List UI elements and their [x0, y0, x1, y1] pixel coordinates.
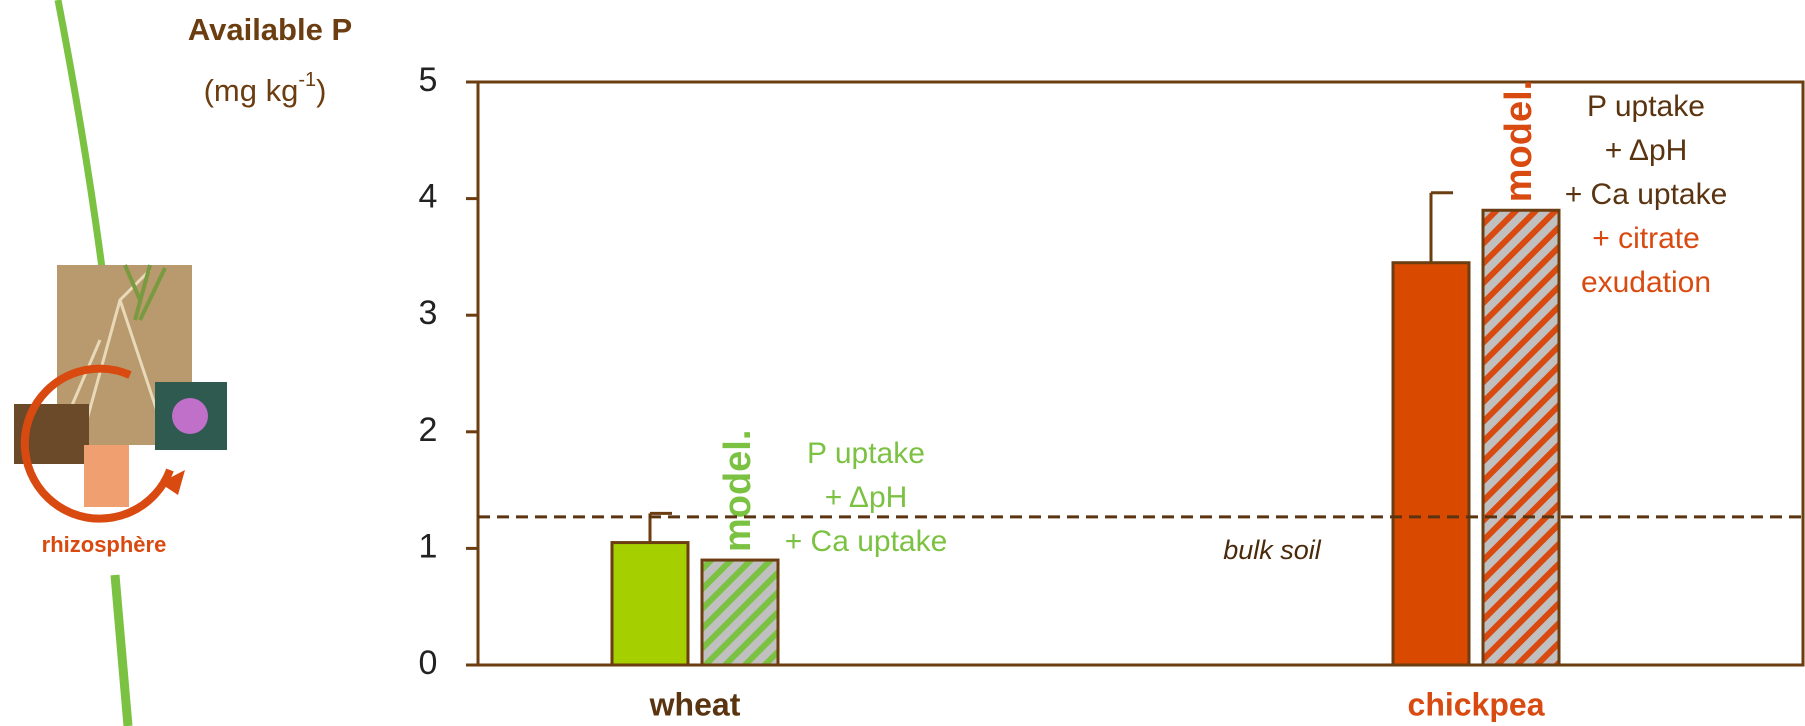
stem [110, 574, 133, 726]
plot-frame [476, 80, 1805, 667]
annotation: + Ca uptake [785, 525, 948, 558]
photo-roots [68, 268, 162, 446]
y-tick-label: 4 [419, 178, 438, 216]
bar [1391, 261, 1471, 667]
bar [700, 558, 780, 667]
arrow-head [160, 470, 185, 495]
side-label: rhizosphère [42, 532, 167, 557]
cycle-arrow [20, 364, 174, 523]
reference-label: bulk soil [1223, 535, 1322, 565]
model-label: model. [717, 430, 759, 552]
photo-microbe [172, 398, 208, 434]
stem [54, 0, 106, 269]
y-tick-label: 0 [419, 644, 438, 682]
unit-sup: -1 [298, 69, 316, 91]
annotation: exudation [1581, 266, 1711, 299]
annotation: + Ca uptake [1565, 178, 1728, 211]
unit-part: ) [316, 73, 326, 108]
unit-part: (mg kg [204, 73, 299, 108]
y-tick-label: 5 [419, 61, 438, 99]
y-axis-unit: (mg kg-1) [204, 69, 327, 108]
annotation: + ΔpH [1605, 134, 1688, 167]
x-tick-label: wheat [649, 686, 741, 722]
y-tick-label: 1 [419, 527, 438, 565]
annotation: + ΔpH [825, 481, 908, 514]
annotation: P uptake [807, 437, 925, 470]
error-bar [1429, 191, 1453, 263]
photo-leaves [123, 264, 167, 321]
photo [84, 445, 129, 507]
annotation: + citrate [1592, 222, 1700, 255]
x-tick-label: chickpea [1408, 686, 1545, 722]
model-label: model. [1498, 80, 1540, 202]
y-tick-label: 2 [419, 411, 438, 449]
y-axis-title: Available P [188, 12, 352, 47]
annotation: P uptake [1587, 90, 1705, 123]
decoration: rhizosphère [14, 0, 227, 726]
bar [610, 541, 690, 667]
y-tick-label: 3 [419, 294, 438, 332]
bar [1481, 208, 1561, 667]
